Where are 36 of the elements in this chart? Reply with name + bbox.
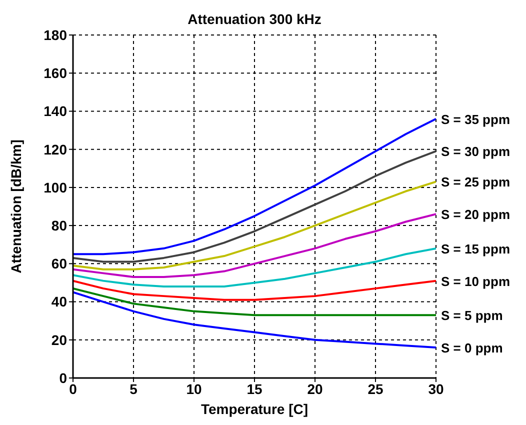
series-label: S = 15 ppm xyxy=(441,241,510,256)
y-tick-label: 180 xyxy=(44,26,68,43)
x-tick-label: 0 xyxy=(69,380,78,397)
y-tick-label: 0 xyxy=(59,370,68,386)
series-label: S = 20 ppm xyxy=(441,207,510,222)
y-axis-title: Attenuation [dB/km] xyxy=(8,140,24,274)
y-tick-label: 60 xyxy=(51,256,68,272)
x-axis-title: Temperature [C] xyxy=(200,401,308,417)
series-label: S = 0 ppm xyxy=(441,340,503,356)
series-label: S = 25 ppm xyxy=(441,174,510,190)
chart-title: Attenuation 300 kHz xyxy=(186,11,322,27)
series-label: S = 5 ppm xyxy=(441,308,503,324)
line-series xyxy=(73,247,436,288)
x-tick-label: 20 xyxy=(307,380,323,397)
line-series xyxy=(73,287,436,316)
line-series xyxy=(73,280,436,301)
x-tick-label: 10 xyxy=(186,380,202,397)
y-tick-label: 20 xyxy=(51,332,68,348)
line-series xyxy=(73,291,436,349)
y-tick-label: 160 xyxy=(44,65,68,82)
x-tick-label: 5 xyxy=(130,380,138,397)
y-tick-label: 40 xyxy=(51,294,68,310)
y-tick-label: 100 xyxy=(44,179,68,196)
series-label: S = 35 ppm xyxy=(441,112,510,127)
series-label: S = 10 ppm xyxy=(441,274,510,289)
y-tick-label: 120 xyxy=(44,141,68,158)
x-tick-label: 25 xyxy=(368,380,384,397)
line-series xyxy=(73,213,436,278)
y-tick-label: 80 xyxy=(51,218,68,234)
x-tick-label: 15 xyxy=(246,380,262,397)
line-series xyxy=(73,180,436,270)
line-series xyxy=(73,118,436,256)
line-series xyxy=(73,150,436,263)
series-label: S = 30 ppm xyxy=(441,144,510,160)
x-tick-label: 30 xyxy=(428,380,444,397)
y-tick-label: 140 xyxy=(44,103,68,120)
